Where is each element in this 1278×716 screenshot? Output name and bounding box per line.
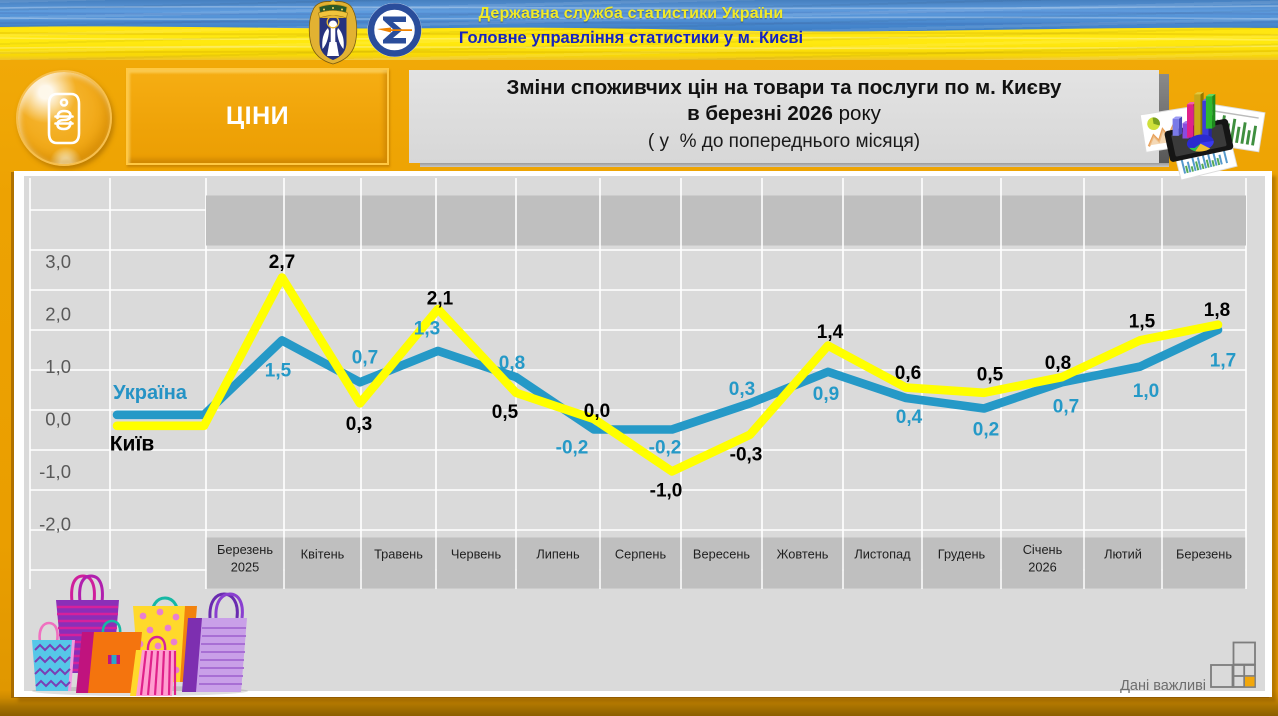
svg-text:0,8: 0,8: [499, 353, 525, 374]
svg-text:-1,0: -1,0: [39, 461, 71, 482]
svg-text:0,5: 0,5: [492, 402, 519, 423]
svg-text:2,0: 2,0: [45, 304, 71, 325]
svg-text:Січень: Січень: [1023, 542, 1063, 557]
svg-text:0,3: 0,3: [729, 379, 755, 400]
svg-text:1,0: 1,0: [45, 356, 71, 377]
svg-text:Україна: Україна: [113, 382, 188, 404]
svg-text:1,3: 1,3: [414, 319, 440, 340]
svg-text:Дані важливі: Дані важливі: [1120, 678, 1206, 694]
svg-text:1,0: 1,0: [1133, 381, 1159, 402]
svg-text:Листопад: Листопад: [854, 547, 911, 562]
svg-text:1,5: 1,5: [265, 361, 292, 382]
svg-text:-1,0: -1,0: [650, 481, 683, 502]
svg-text:Травень: Травень: [374, 547, 423, 562]
svg-text:0,0: 0,0: [584, 401, 610, 422]
svg-text:2026: 2026: [1028, 560, 1056, 575]
svg-text:Липень: Липень: [536, 547, 580, 562]
svg-text:2025: 2025: [231, 560, 259, 575]
svg-text:0,9: 0,9: [813, 384, 839, 405]
svg-text:0,6: 0,6: [895, 363, 921, 384]
svg-text:2,7: 2,7: [269, 252, 295, 273]
svg-text:Лютий: Лютий: [1104, 547, 1142, 562]
svg-text:1,8: 1,8: [1204, 300, 1230, 321]
svg-text:3,0: 3,0: [45, 251, 71, 272]
svg-text:0,2: 0,2: [973, 420, 999, 441]
svg-text:Серпень: Серпень: [615, 547, 667, 562]
svg-text:1,4: 1,4: [817, 322, 844, 343]
svg-text:0,0: 0,0: [45, 409, 71, 430]
svg-text:0,4: 0,4: [896, 407, 923, 428]
svg-text:1,5: 1,5: [1129, 312, 1156, 333]
svg-text:Квітень: Квітень: [301, 547, 345, 562]
svg-text:-0,3: -0,3: [730, 445, 763, 466]
svg-text:Вересень: Вересень: [693, 547, 750, 562]
svg-text:Грудень: Грудень: [938, 547, 986, 562]
svg-text:Жовтень: Жовтень: [777, 547, 829, 562]
svg-text:Березень: Березень: [1176, 547, 1232, 562]
svg-text:0,7: 0,7: [352, 348, 378, 369]
svg-text:-0,2: -0,2: [649, 438, 682, 459]
svg-text:0,5: 0,5: [977, 365, 1004, 386]
svg-text:-0,2: -0,2: [556, 438, 589, 459]
svg-text:Березень: Березень: [217, 542, 273, 557]
svg-text:Червень: Червень: [451, 547, 502, 562]
svg-text:1,7: 1,7: [1210, 351, 1236, 372]
svg-text:2,1: 2,1: [427, 289, 454, 310]
svg-text:0,7: 0,7: [1053, 397, 1079, 418]
svg-text:Київ: Київ: [110, 433, 155, 456]
svg-text:0,3: 0,3: [346, 414, 372, 435]
svg-text:0,8: 0,8: [1045, 353, 1071, 374]
svg-text:-2,0: -2,0: [39, 514, 71, 535]
